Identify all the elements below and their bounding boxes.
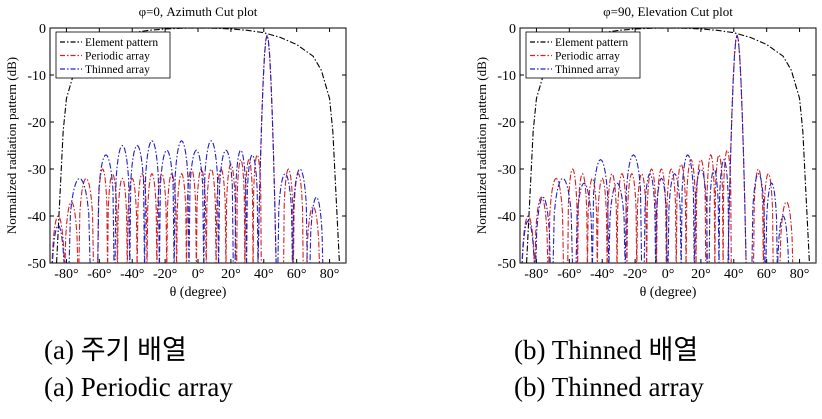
x-tick-label: -40° bbox=[590, 267, 614, 282]
x-tick-label: 40° bbox=[724, 267, 744, 282]
x-tick-label: -60° bbox=[87, 267, 111, 282]
y-tick-label: -40 bbox=[27, 210, 46, 225]
series-line-periodic-array bbox=[50, 34, 346, 263]
figure: φ=0, Azimuth Cut plot -80° -60° -40° -20° 0° 2… bbox=[4, 4, 817, 300]
x-tick-label: 80° bbox=[320, 267, 340, 282]
y-tick-label: 0 bbox=[509, 22, 516, 37]
x-tick-label: 60° bbox=[287, 267, 307, 282]
y-tick-label: 0 bbox=[39, 22, 46, 37]
chart-title: φ=0, Azimuth Cut plot bbox=[139, 4, 258, 19]
y-tick-label: -30 bbox=[497, 163, 516, 178]
legend-entry: Thinned array bbox=[555, 64, 620, 76]
y-tick-label: -20 bbox=[497, 116, 516, 131]
y-tick-label: -20 bbox=[27, 116, 46, 131]
series-line-element-pattern bbox=[56, 28, 340, 263]
x-tick-label: 20° bbox=[691, 267, 711, 282]
y-axis-label: Normalized radiation pattern (dB) bbox=[4, 57, 19, 234]
series-line-thinned-array bbox=[50, 34, 346, 263]
legend-entry: Thinned array bbox=[85, 64, 150, 76]
x-tick-label: -60° bbox=[557, 267, 581, 282]
y-axis-label: Normalized radiation pattern (dB) bbox=[474, 57, 489, 234]
chart-elevation-cut: φ=90, Elevation Cut plot -80° -60° -40° -20°… bbox=[474, 4, 817, 300]
y-tick-label: -10 bbox=[497, 69, 516, 84]
legend-entry: Element pattern bbox=[85, 37, 158, 49]
x-tick-label: 0° bbox=[662, 267, 675, 282]
caption-b-english: (b) Thinned array bbox=[514, 372, 704, 402]
y-tick-label: -30 bbox=[27, 163, 46, 178]
series-line-element-pattern bbox=[526, 28, 810, 263]
series-line-thinned-array bbox=[520, 34, 816, 263]
y-tick-label: -50 bbox=[27, 257, 46, 272]
legend-entry: Periodic array bbox=[555, 51, 620, 63]
x-axis-label: θ (degree) bbox=[170, 285, 227, 300]
y-tick-label: -40 bbox=[497, 210, 516, 225]
x-tick-label: 20° bbox=[221, 267, 241, 282]
x-tick-label: -20° bbox=[153, 267, 177, 282]
x-tick-label: -40° bbox=[120, 267, 144, 282]
caption-a-korean: (a) 주기 배열 bbox=[44, 335, 187, 365]
x-tick-label: 0° bbox=[192, 267, 205, 282]
y-tick-label: -10 bbox=[27, 69, 46, 84]
legend-entry: Periodic array bbox=[85, 51, 150, 63]
x-tick-label: 60° bbox=[757, 267, 777, 282]
x-tick-label: 80° bbox=[790, 267, 810, 282]
x-tick-label: -80° bbox=[524, 267, 548, 282]
caption-a-english: (a) Periodic array bbox=[44, 372, 233, 402]
x-tick-label: -80° bbox=[54, 267, 78, 282]
chart-azimuth-cut: φ=0, Azimuth Cut plot -80° -60° -40° -20° 0° 2… bbox=[4, 4, 347, 300]
chart-title: φ=90, Elevation Cut plot bbox=[603, 4, 733, 19]
x-tick-label: -20° bbox=[623, 267, 647, 282]
y-tick-label: -50 bbox=[497, 257, 516, 272]
x-axis-label: θ (degree) bbox=[640, 285, 697, 300]
caption-b-korean: (b) Thinned 배열 bbox=[514, 335, 699, 365]
x-tick-label: 40° bbox=[254, 267, 274, 282]
legend-entry: Element pattern bbox=[555, 37, 628, 49]
